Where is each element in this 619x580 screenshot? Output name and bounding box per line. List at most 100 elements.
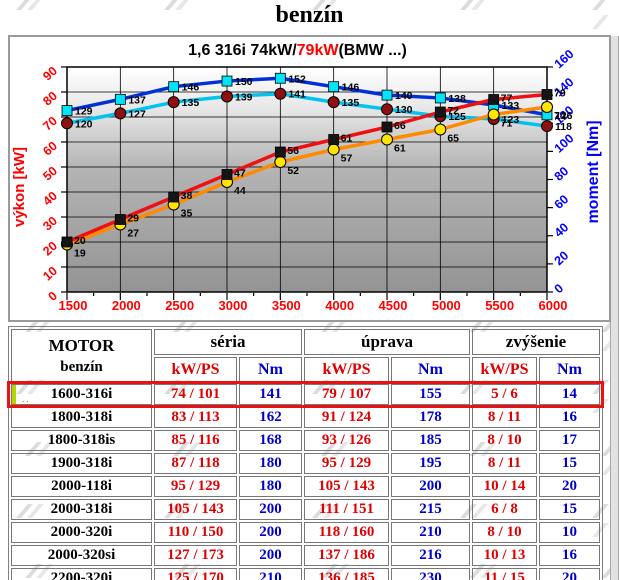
svg-text:40: 40 [552, 220, 572, 240]
svg-text:výkon [kW]: výkon [kW] [11, 147, 28, 227]
cell-zvysenie-kwps: 11 / 15 [472, 568, 537, 580]
cell-uprava-kwps: 118 / 160 [304, 522, 389, 543]
table-row: 1600-316i 74 / 101 141 79 / 107 155 5 / 6 14 [11, 384, 600, 405]
col-header-uprava-kwps: kW/PS [304, 357, 389, 382]
cell-uprava-kwps: 95 / 129 [304, 453, 389, 474]
table-row: 2000-318i 105 / 143 200 111 / 151 215 6 / 8 15 [11, 499, 600, 520]
svg-text:61: 61 [394, 143, 406, 155]
cell-seria-kwps: 74 / 101 [154, 384, 237, 405]
cell-motor: 1900-318i [11, 453, 152, 474]
cell-uprava-nm: 195 [391, 453, 470, 474]
cell-uprava-kwps: 136 / 185 [304, 568, 389, 580]
cell-zvysenie-nm: 20 [539, 476, 600, 497]
svg-text:47: 47 [234, 168, 246, 180]
svg-text:0: 0 [552, 281, 567, 296]
chart-panel: 1,6 316i 74kW/79kW(BMW ...) 1500 2000 2500… [8, 35, 611, 322]
svg-text:138: 138 [448, 93, 466, 105]
svg-text:20: 20 [40, 239, 60, 259]
cell-uprava-nm: 216 [391, 545, 470, 566]
svg-text:126: 126 [555, 110, 573, 122]
svg-text:35: 35 [181, 208, 193, 220]
cell-motor: 1800-318is [11, 430, 152, 451]
svg-text:30: 30 [40, 214, 60, 234]
svg-text:3500: 3500 [272, 298, 301, 313]
cell-seria-nm: 210 [239, 568, 302, 580]
svg-text:2000: 2000 [112, 298, 141, 313]
col-header-motor: MOTOR benzín [11, 329, 152, 382]
cell-zvysenie-nm: 17 [539, 430, 600, 451]
svg-text:139: 139 [235, 92, 253, 104]
cell-seria-kwps: 85 / 116 [154, 430, 237, 451]
svg-text:130: 130 [395, 104, 413, 116]
svg-text:71: 71 [501, 118, 513, 130]
col-group-zvysenie: zvýšenie [472, 329, 600, 355]
svg-text:74: 74 [554, 110, 566, 122]
cell-zvysenie-nm: 14 [539, 384, 600, 405]
cell-uprava-nm: 215 [391, 499, 470, 520]
performance-chart: 1500 2000 2500 3000 3500 4000 4500 5000 5500 6000… [11, 47, 602, 313]
svg-text:141: 141 [288, 89, 306, 101]
svg-text:79: 79 [554, 88, 566, 100]
table-row: 2000-118i 95 / 129 180 105 / 143 200 10 / 14 2… [11, 476, 600, 497]
svg-text:137: 137 [128, 94, 146, 106]
svg-text:127: 127 [128, 108, 146, 120]
svg-text:90: 90 [40, 64, 60, 84]
svg-text:20: 20 [74, 235, 86, 247]
svg-text:66: 66 [394, 120, 406, 132]
svg-text:3000: 3000 [219, 298, 248, 313]
cell-seria-nm: 141 [239, 384, 302, 405]
svg-text:6000: 6000 [539, 298, 568, 313]
cell-uprava-kwps: 91 / 124 [304, 407, 389, 428]
svg-text:77: 77 [501, 93, 513, 105]
col-group-uprava: úprava [304, 329, 470, 355]
scrollbar-track[interactable] [610, 36, 619, 580]
svg-text:80: 80 [552, 164, 572, 184]
cell-zvysenie-kwps: 8 / 10 [472, 430, 537, 451]
cell-zvysenie-nm: 16 [539, 545, 600, 566]
svg-text:146: 146 [182, 82, 200, 94]
svg-text:150: 150 [235, 76, 253, 88]
cell-zvysenie-nm: 10 [539, 522, 600, 543]
svg-text:146: 146 [342, 82, 360, 94]
col-group-seria: séria [154, 329, 302, 355]
svg-text:56: 56 [287, 145, 299, 157]
svg-text:129: 129 [75, 106, 93, 118]
cell-motor: 2000-318i [11, 499, 152, 520]
cell-uprava-kwps: 93 / 126 [304, 430, 389, 451]
svg-text:29: 29 [127, 213, 139, 225]
cell-zvysenie-nm: 15 [539, 499, 600, 520]
table-row: 1900-318i 87 / 118 180 95 / 129 195 8 / 11 15 [11, 453, 600, 474]
cell-seria-kwps: 127 / 173 [154, 545, 237, 566]
cell-zvysenie-kwps: 5 / 6 [472, 384, 537, 405]
cell-uprava-kwps: 79 / 107 [304, 384, 389, 405]
cell-zvysenie-nm: 16 [539, 407, 600, 428]
cell-motor: 2000-320i [11, 522, 152, 543]
cell-seria-nm: 200 [239, 499, 302, 520]
svg-text:160: 160 [552, 47, 577, 71]
cell-seria-nm: 168 [239, 430, 302, 451]
cell-zvysenie-nm: 20 [539, 568, 600, 580]
svg-text:2500: 2500 [165, 298, 194, 313]
col-header-zvysenie-kwps: kW/PS [472, 357, 537, 382]
engine-table: MOTOR benzín séria úprava zvýšenie kW/PS… [8, 326, 603, 580]
svg-text:80: 80 [40, 89, 60, 109]
svg-text:60: 60 [552, 192, 572, 212]
cell-seria-kwps: 95 / 129 [154, 476, 237, 497]
cell-seria-kwps: 105 / 143 [154, 499, 237, 520]
cell-seria-kwps: 87 / 118 [154, 453, 237, 474]
svg-text:61: 61 [341, 133, 353, 145]
table-row: 2200-320i 125 / 170 210 136 / 185 230 11 / 15… [11, 568, 600, 580]
cell-zvysenie-kwps: 8 / 11 [472, 407, 537, 428]
cell-motor: 2000-118i [11, 476, 152, 497]
col-header-zvysenie-nm: Nm [539, 357, 600, 382]
cell-motor: 2000-320si [11, 545, 152, 566]
cell-zvysenie-kwps: 10 / 13 [472, 545, 537, 566]
svg-text:135: 135 [182, 97, 200, 109]
svg-text:135: 135 [342, 97, 360, 109]
svg-text:118: 118 [555, 121, 572, 133]
svg-text:52: 52 [287, 165, 299, 177]
cell-seria-kwps: 110 / 150 [154, 522, 237, 543]
svg-text:152: 152 [288, 73, 306, 85]
cell-zvysenie-kwps: 6 / 8 [472, 499, 537, 520]
svg-text:123: 123 [502, 114, 520, 126]
